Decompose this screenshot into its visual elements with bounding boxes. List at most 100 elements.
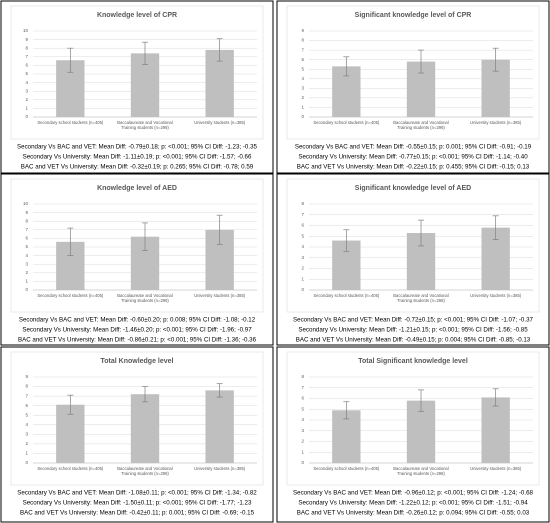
y-tick-label: 7 xyxy=(301,47,304,52)
bar xyxy=(205,390,234,463)
error-bar xyxy=(67,394,74,415)
x-tick-label-box: University students (n=385) xyxy=(194,293,246,298)
error-bar xyxy=(343,56,350,77)
y-tick-label: 3 xyxy=(25,261,28,266)
chart-title: Knowledge level of CPR xyxy=(97,12,177,19)
error-bar xyxy=(142,386,148,403)
y-tick-label: 0 xyxy=(301,287,304,292)
x-tick-label-box: Baccalaureate and Vocational Training st… xyxy=(393,120,449,131)
error-bar xyxy=(216,38,223,62)
bar xyxy=(481,397,510,463)
annotation: Secondary Vs University: Mean Diff: -1.2… xyxy=(298,327,528,334)
y-tick-label: 0 xyxy=(301,460,304,465)
chart-title: Significant knowledge level of AED xyxy=(355,185,471,192)
x-tick-label: Baccalaureate and Vocational Training st… xyxy=(393,293,449,304)
y-tick-label: 5 xyxy=(25,244,28,249)
y-tick-label: 1 xyxy=(301,276,304,281)
bar xyxy=(130,394,160,463)
chart-title: Total Significant knowledge level xyxy=(358,358,468,365)
panel-border xyxy=(276,0,550,174)
error-bar xyxy=(67,47,74,73)
y-tick-label: 2 xyxy=(301,439,304,444)
y-tick-label: 4 xyxy=(25,80,28,85)
plot-frame xyxy=(10,5,264,140)
y-tick-label: 5 xyxy=(25,71,28,76)
x-tick-label: University students (n=385) xyxy=(194,293,246,298)
y-tick-label: 5 xyxy=(301,66,304,71)
chart-title: Significant knowledge level of CPR xyxy=(355,12,472,19)
x-tick-label: Baccalaureate and Vocational Training st… xyxy=(117,466,173,477)
y-tick-label: 6 xyxy=(301,396,304,401)
y-tick-label: 4 xyxy=(301,244,304,249)
y-tick-label: 6 xyxy=(25,63,28,68)
annotation: Secondary Vs University: Mean Diff: -1.4… xyxy=(22,327,252,334)
x-tick-label: Baccalaureate and Vocational Training st… xyxy=(393,466,449,477)
y-tick-label: 4 xyxy=(25,253,28,258)
y-tick-label: 4 xyxy=(25,422,28,427)
x-tick-label-box: Baccalaureate and Vocational Training st… xyxy=(393,466,449,477)
x-tick-label: Secondary school students (n=405) xyxy=(37,466,104,471)
y-tick-label: 3 xyxy=(301,86,304,91)
y-tick-label: 7 xyxy=(25,393,28,398)
x-tick-label-box: Secondary school students (n=405) xyxy=(37,466,104,471)
y-tick-label: 9 xyxy=(25,37,28,42)
y-tick-label: 7 xyxy=(301,385,304,390)
annotation: BAC and VET Vs University: Mean Diff: -0… xyxy=(297,164,530,171)
y-tick-label: 0 xyxy=(25,460,28,465)
panel-border xyxy=(0,0,274,174)
y-tick-label: 8 xyxy=(25,218,28,223)
panel-border xyxy=(0,173,274,346)
y-tick-label: 4 xyxy=(301,417,304,422)
annotation: Secondary Vs University: Mean Diff: -1.2… xyxy=(298,500,528,507)
y-tick-label: 9 xyxy=(25,210,28,215)
y-tick-label: 3 xyxy=(25,88,28,93)
error-bar xyxy=(216,383,223,398)
x-tick-label: University students (n=385) xyxy=(194,120,246,125)
y-tick-label: 9 xyxy=(25,374,28,379)
annotation: BAC and VET Vs University: Mean Diff: -0… xyxy=(296,337,531,344)
y-tick-label: 7 xyxy=(25,54,28,59)
x-tick-label: University students (n=385) xyxy=(194,466,246,471)
x-tick-label: Baccalaureate and Vocational Training st… xyxy=(117,293,173,304)
y-tick-label: 6 xyxy=(25,236,28,241)
y-tick-label: 2 xyxy=(25,270,28,275)
y-tick-label: 1 xyxy=(301,105,304,110)
plot-frame xyxy=(10,178,264,313)
x-tick-label: Secondary school students (n=405) xyxy=(37,120,104,125)
chart-title: Total Knowledge level xyxy=(101,358,174,365)
y-tick-label: 0 xyxy=(25,114,28,119)
x-tick-label-box: Secondary school students (n=405) xyxy=(37,293,104,298)
x-tick-label: Secondary school students (n=405) xyxy=(37,293,104,298)
error-bar xyxy=(418,219,424,247)
annotation: Secondary Vs BAC and VET: Mean Diff: -0.… xyxy=(293,317,534,324)
error-bar xyxy=(142,222,148,251)
y-tick-label: 2 xyxy=(25,97,28,102)
x-tick-label-box: University students (n=385) xyxy=(470,120,521,125)
y-tick-label: 7 xyxy=(301,212,304,217)
annotation: BAC and VET Vs University: Mean Diff: -0… xyxy=(20,510,255,517)
x-tick-label: Baccalaureate and Vocational Training st… xyxy=(393,120,449,131)
y-tick-label: 9 xyxy=(301,28,304,33)
annotation: BAC and VET Vs University: Mean Diff: -0… xyxy=(18,337,257,344)
error-bar xyxy=(492,47,499,72)
y-tick-label: 7 xyxy=(25,227,28,232)
y-tick-label: 4 xyxy=(301,76,304,81)
x-tick-label-box: Baccalaureate and Vocational Training st… xyxy=(117,293,173,304)
error-bar xyxy=(418,389,424,412)
annotation: BAC and VET Vs University: Mean Diff: -0… xyxy=(297,510,530,517)
y-tick-label: 8 xyxy=(301,38,304,43)
plot-frame xyxy=(286,178,540,313)
error-bar xyxy=(343,229,350,252)
x-tick-label: University students (n=385) xyxy=(470,466,522,471)
plot-frame xyxy=(286,5,540,140)
y-tick-label: 2 xyxy=(301,266,304,271)
y-tick-label: 1 xyxy=(25,106,28,111)
y-tick-label: 5 xyxy=(25,412,28,417)
y-tick-label: 2 xyxy=(301,95,304,100)
y-tick-label: 8 xyxy=(25,384,28,389)
y-tick-label: 8 xyxy=(301,201,304,206)
y-tick-label: 3 xyxy=(301,428,304,433)
y-tick-label: 1 xyxy=(25,451,28,456)
x-tick-label: Secondary school students (n=405) xyxy=(313,466,380,471)
annotation: Secondary Vs BAC and VET: Mean Diff: -0.… xyxy=(295,144,532,151)
